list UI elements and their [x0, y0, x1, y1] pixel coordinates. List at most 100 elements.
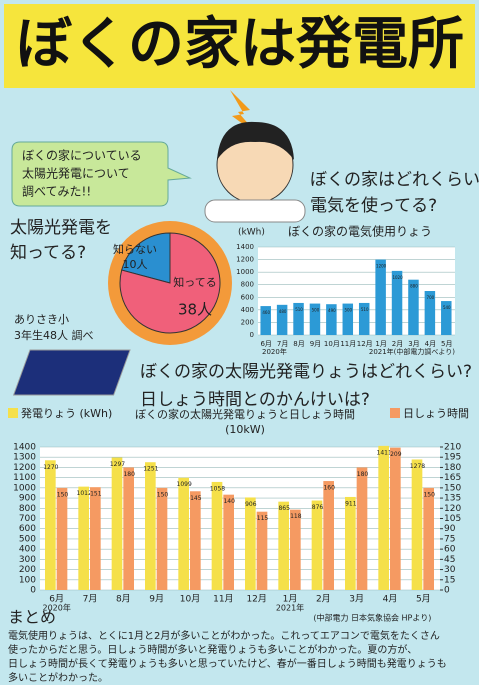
- y-tick-label: 1400: [13, 443, 36, 453]
- y-tick-label: 600: [19, 524, 36, 534]
- slice-value: 38人: [178, 301, 212, 319]
- bar-value: 180: [123, 471, 135, 478]
- y2-tick-label: 180: [444, 463, 461, 473]
- bar: [290, 510, 301, 590]
- bar: [345, 497, 356, 590]
- x-tick-label: 4月: [425, 340, 436, 348]
- y-tick-label: 1200: [13, 463, 36, 473]
- y-unit: (kWh): [238, 228, 265, 238]
- bar: [78, 487, 89, 590]
- bar: [90, 487, 101, 590]
- solar-panel: [14, 350, 130, 395]
- bar-value: 490: [328, 308, 336, 313]
- survey-note: ありさき小: [14, 313, 69, 326]
- bar-value: 150: [157, 491, 169, 498]
- y-tick-label: 400: [19, 545, 36, 555]
- y-tick-label: 900: [19, 494, 36, 504]
- y-tick-label: 200: [241, 318, 254, 326]
- y-tick-label: 0: [30, 586, 36, 596]
- x-tick-label: 3月: [408, 340, 419, 348]
- bar: [178, 478, 189, 590]
- bar-value: 1297: [110, 461, 125, 468]
- bar-value: 1058: [210, 485, 225, 492]
- x-tick-label: 11月: [340, 340, 356, 348]
- bar-value: 510: [361, 307, 369, 312]
- y2-tick-label: 150: [444, 483, 461, 493]
- bar-value: 906: [245, 501, 257, 508]
- bar-value: 180: [357, 471, 369, 478]
- bar: [357, 467, 368, 590]
- bar-value: 880: [410, 284, 418, 289]
- x-tick-label: 4月: [383, 594, 398, 605]
- chart-title: ぼくの家の電気使用りょう: [288, 224, 432, 239]
- bar: [378, 446, 389, 590]
- legend-label: 発電りょう (kWh): [21, 406, 112, 420]
- legend-swatch: [390, 408, 400, 418]
- y2-tick-label: 120: [444, 504, 461, 514]
- summary-text: 日しょう時間が長くて発電りょうも多いと思っていたけど、春が一番日しょう時間も発電…: [8, 657, 447, 670]
- summary-text: 多いことがわかった。: [8, 671, 108, 684]
- bar: [157, 488, 168, 590]
- summary-text: 電気使用りょうは、とくに1月と2月が多いことがわかった。これってエアコンで電気を…: [8, 629, 440, 642]
- chart-note: 2021年(中部電力調べより): [369, 347, 455, 356]
- survey-note: 3年生48人 調べ: [14, 328, 94, 342]
- bar: [57, 488, 68, 590]
- x-tick-label: 8月: [116, 594, 131, 605]
- y-tick-label: 1400: [236, 243, 254, 251]
- y-tick-label: 800: [19, 504, 36, 514]
- bar: [223, 495, 234, 590]
- y-tick-label: 800: [241, 281, 254, 289]
- y-tick-label: 300: [19, 555, 36, 565]
- slice-label: 知らない: [113, 242, 157, 256]
- y-tick-label: 200: [19, 565, 36, 575]
- question: 太陽光発電を: [10, 218, 112, 238]
- x-tick-label: 7月: [83, 594, 98, 605]
- x-tick-label: 5月: [441, 340, 452, 348]
- bar-value: 540: [443, 305, 451, 310]
- bar-value: 1270: [43, 464, 58, 471]
- panel-frame: [14, 350, 130, 395]
- bar: [312, 501, 323, 590]
- bar: [412, 459, 423, 590]
- y2-tick-label: 15: [444, 575, 455, 585]
- bar: [145, 462, 156, 590]
- bar: [278, 502, 289, 590]
- y-tick-label: 700: [19, 514, 36, 524]
- bubble-text: 調べてみた!!: [22, 185, 91, 199]
- x-tick-label: 2月: [316, 594, 331, 605]
- y2-tick-label: 165: [444, 473, 461, 483]
- x-tick-label: 7月: [277, 340, 288, 348]
- bar-value: 510: [295, 307, 303, 312]
- y2-tick-label: 45: [444, 555, 455, 565]
- question: 日しょう時間とのかんけいは?: [140, 390, 370, 410]
- question: 知ってる?: [10, 243, 86, 263]
- x-tick-label: 10月: [180, 594, 200, 605]
- bar-value: 500: [312, 308, 320, 313]
- bar-value: 1020: [392, 275, 403, 280]
- title: ぼくの家は発電所: [16, 12, 464, 77]
- bar-value: 1099: [177, 481, 192, 488]
- question: ぼくの家はどれくらい: [310, 170, 479, 190]
- bar: [375, 260, 385, 335]
- x-tick-label: 5月: [416, 594, 431, 605]
- question: 電気を使ってる?: [310, 195, 437, 216]
- bar-value: 876: [312, 504, 324, 511]
- bubble-text: ぼくの家についている: [22, 148, 142, 163]
- bar-value: 865: [278, 505, 290, 512]
- bar-value: 145: [190, 495, 202, 502]
- bar: [123, 467, 134, 590]
- y-tick-label: 1100: [13, 473, 36, 483]
- bar-value: 1251: [143, 466, 158, 473]
- bar-value: 118: [290, 513, 302, 520]
- y2-tick-label: 30: [444, 565, 456, 575]
- y-tick-label: 0: [250, 331, 254, 339]
- bar-value: 700: [427, 295, 435, 300]
- y2-tick-label: 105: [444, 514, 461, 524]
- chart-note: 2020年: [262, 347, 287, 356]
- bar-value: 115: [257, 515, 269, 522]
- bar-value: 160: [323, 485, 335, 492]
- y-tick-label: 1000: [13, 483, 36, 493]
- x-tick-label: 12月: [357, 340, 373, 348]
- x-tick-label: 9月: [310, 340, 321, 348]
- x-tick-label: 2月: [392, 340, 403, 348]
